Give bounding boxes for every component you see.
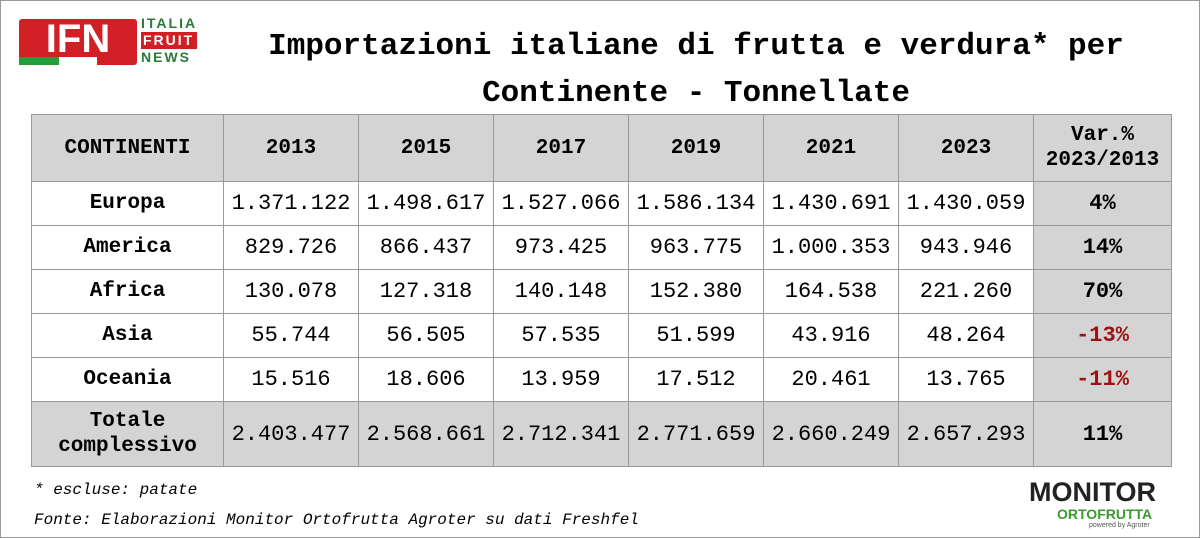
monitor-line: MONITOR: [1029, 477, 1156, 507]
table-cell: 13.959: [493, 357, 629, 402]
title-line: Importazioni italiane di frutta e verdur…: [268, 29, 1124, 64]
table-cell: Africa: [31, 269, 224, 314]
table-cell: Europa: [31, 181, 224, 226]
table-cell: 2015: [358, 114, 494, 182]
table-cell: 2.771.659: [628, 401, 764, 467]
logo-line: ITALIA: [141, 15, 198, 31]
table-cell: 1.498.617: [358, 181, 494, 226]
table-cell: Oceania: [31, 357, 224, 402]
table-row: Africa 130.078 127.318 140.148 152.380 164.53…: [31, 269, 1172, 314]
table-row: Totale complessivo 2.403.477 2.568.661 2.71…: [31, 401, 1172, 467]
table-cell: 2021: [763, 114, 899, 182]
table-cell: 973.425: [493, 225, 629, 270]
table-cell: 140.148: [493, 269, 629, 314]
monitor-line: powered by Agroter: [1089, 522, 1150, 529]
source: Fonte: Elaborazioni Monitor Ortofrutta A…: [34, 511, 639, 529]
table-cell: 17.512: [628, 357, 764, 402]
table-cell: 2019: [628, 114, 764, 182]
table-cell: 43.916: [763, 313, 899, 358]
table-cell: 829.726: [223, 225, 359, 270]
table-cell: 1.430.059: [898, 181, 1034, 226]
table-cell: 2013: [223, 114, 359, 182]
table-cell: 2.660.249: [763, 401, 899, 467]
table: CONTINENTI 2013 2015 2017 2019 2021 2023 Var.% …: [31, 114, 1172, 467]
table-cell: 127.318: [358, 269, 494, 314]
title-line: Continente - Tonnellate: [482, 76, 910, 111]
table-cell: 1.527.066: [493, 181, 629, 226]
table-cell: 152.380: [628, 269, 764, 314]
table-cell: Totale complessivo: [31, 401, 224, 467]
table-cell: 164.538: [763, 269, 899, 314]
table-cell: 48.264: [898, 313, 1034, 358]
table-cell: 1.430.691: [763, 181, 899, 226]
ifn-logo: IFN: [19, 17, 137, 65]
table-cell: 14%: [1033, 225, 1172, 270]
title: Importazioni italiane di frutta e verdur…: [221, 23, 1171, 117]
table-row: Asia 55.744 56.505 57.535 51.599 43.916 48.264…: [31, 313, 1172, 358]
table-cell: -11%: [1033, 357, 1172, 402]
table-cell: CONTINENTI: [31, 114, 224, 182]
table-row: Europa 1.371.122 1.498.617 1.527.066 1.586.1…: [31, 181, 1172, 226]
table-row: Oceania 15.516 18.606 13.959 17.512 20.461 13.…: [31, 357, 1172, 402]
table-cell: 20.461: [763, 357, 899, 402]
table-cell: 55.744: [223, 313, 359, 358]
table-cell: Asia: [31, 313, 224, 358]
table-cell: 56.505: [358, 313, 494, 358]
table-cell: 943.946: [898, 225, 1034, 270]
table-cell: 1.000.353: [763, 225, 899, 270]
table-cell: 1.371.122: [223, 181, 359, 226]
logo-line: NEWS: [141, 49, 191, 65]
table-cell: 70%: [1033, 269, 1172, 314]
table-cell: 2023: [898, 114, 1034, 182]
table-cell: 130.078: [223, 269, 359, 314]
table-row: America 829.726 866.437 973.425 963.775 1.000…: [31, 225, 1172, 270]
table-cell: 2.657.293: [898, 401, 1034, 467]
table-cell: 2.712.341: [493, 401, 629, 467]
logo-line: FRUIT: [141, 32, 198, 49]
table-cell: 18.606: [358, 357, 494, 402]
table-cell: 2.403.477: [223, 401, 359, 467]
table-cell: Var.% 2023/2013: [1033, 114, 1172, 182]
monitor-line: ORTOFRUTTA: [1057, 506, 1153, 522]
table-cell: 866.437: [358, 225, 494, 270]
table-cell: 11%: [1033, 401, 1172, 467]
table-cell: America: [31, 225, 224, 270]
table-cell: 51.599: [628, 313, 764, 358]
logo-name: IFN: [45, 17, 111, 61]
table-cell: 15.516: [223, 357, 359, 402]
logo-text: ITALIA FRUIT NEWS: [141, 15, 198, 66]
footnote: * escluse: patate: [34, 481, 198, 499]
table-cell: 57.535: [493, 313, 629, 358]
table-cell: 13.765: [898, 357, 1034, 402]
table-cell: 963.775: [628, 225, 764, 270]
table-cell: -13%: [1033, 313, 1172, 358]
table-cell: 2017: [493, 114, 629, 182]
table-cell: 1.586.134: [628, 181, 764, 226]
monitor-logo: MONITOR ORTOFRUTTA powered by Agroter: [1029, 477, 1179, 530]
table-row: CONTINENTI 2013 2015 2017 2019 2021 2023 Var.% …: [31, 114, 1172, 182]
table-cell: 221.260: [898, 269, 1034, 314]
table-cell: 4%: [1033, 181, 1172, 226]
table-cell: 2.568.661: [358, 401, 494, 467]
